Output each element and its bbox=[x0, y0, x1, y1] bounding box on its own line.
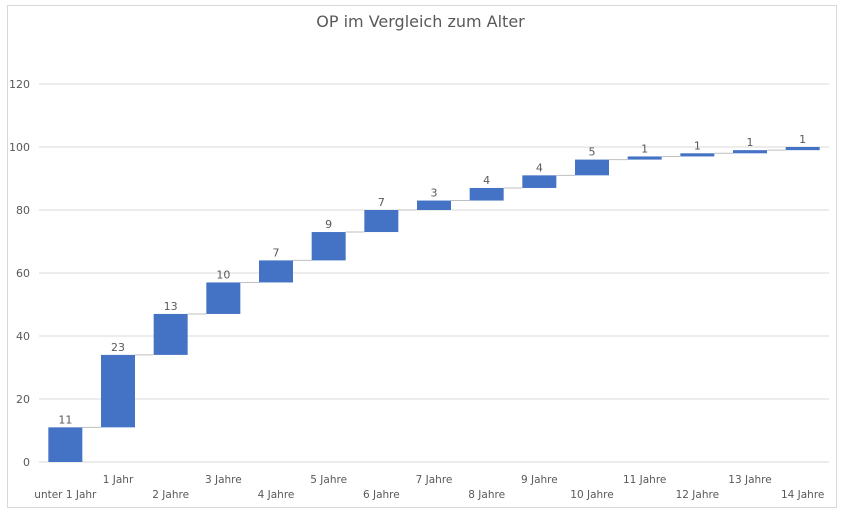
y-tick-label: 120 bbox=[9, 78, 30, 91]
waterfall-bar bbox=[364, 210, 399, 233]
data-label: 4 bbox=[536, 161, 543, 174]
x-tick-label: 5 Jahre bbox=[310, 474, 347, 486]
x-tick-label: 8 Jahre bbox=[468, 489, 505, 501]
y-tick-label: 0 bbox=[23, 456, 30, 469]
data-label: 1 bbox=[641, 142, 648, 155]
waterfall-bar bbox=[733, 150, 767, 154]
data-label: 11 bbox=[58, 413, 72, 426]
waterfall-bar bbox=[785, 147, 820, 151]
waterfall-bar bbox=[575, 159, 609, 176]
waterfall-bar bbox=[153, 313, 188, 355]
chart-title: OP im Vergleich zum Alter bbox=[316, 12, 525, 31]
x-tick-label: 2 Jahre bbox=[152, 489, 189, 501]
waterfall-bar bbox=[311, 232, 346, 261]
y-tick-label: 80 bbox=[16, 204, 30, 217]
data-label: 10 bbox=[216, 268, 230, 281]
x-tick-label: 9 Jahre bbox=[521, 474, 558, 486]
waterfall-bar bbox=[417, 200, 451, 210]
waterfall-bar bbox=[206, 282, 241, 314]
y-tick-label: 100 bbox=[9, 141, 30, 154]
x-tick-label: 10 Jahre bbox=[570, 489, 613, 501]
data-label: 7 bbox=[273, 246, 280, 259]
x-tick-label: 13 Jahre bbox=[728, 474, 771, 486]
x-tick-label: 6 Jahre bbox=[363, 489, 400, 501]
y-tick-label: 40 bbox=[16, 330, 30, 343]
data-label: 9 bbox=[325, 218, 332, 231]
x-tick-label: 12 Jahre bbox=[676, 489, 719, 501]
y-tick-label: 20 bbox=[16, 393, 30, 406]
data-label: 7 bbox=[378, 196, 385, 209]
data-label: 5 bbox=[589, 146, 596, 159]
x-tick-label: 1 Jahr bbox=[103, 474, 134, 486]
waterfall-bar bbox=[469, 187, 504, 201]
waterfall-bar bbox=[680, 153, 715, 157]
chart-frame bbox=[7, 5, 837, 508]
x-tick-label: 7 Jahre bbox=[416, 474, 453, 486]
y-tick-label: 60 bbox=[16, 267, 30, 280]
waterfall-bar bbox=[259, 260, 293, 283]
data-label: 1 bbox=[747, 136, 754, 149]
waterfall-bar bbox=[101, 354, 135, 428]
data-label: 1 bbox=[799, 133, 806, 146]
data-label: 4 bbox=[483, 174, 490, 187]
waterfall-bar bbox=[627, 156, 662, 160]
x-tick-label: 4 Jahre bbox=[258, 489, 295, 501]
data-label: 1 bbox=[694, 139, 701, 152]
data-label: 23 bbox=[111, 341, 125, 354]
data-label: 13 bbox=[164, 300, 178, 313]
x-tick-label: unter 1 Jahr bbox=[34, 489, 97, 501]
data-label: 3 bbox=[431, 187, 438, 200]
x-tick-label: 14 Jahre bbox=[781, 489, 824, 501]
x-tick-label: 11 Jahre bbox=[623, 474, 666, 486]
waterfall-bar bbox=[522, 175, 557, 188]
x-tick-label: 3 Jahre bbox=[205, 474, 242, 486]
waterfall-bar bbox=[48, 427, 83, 462]
